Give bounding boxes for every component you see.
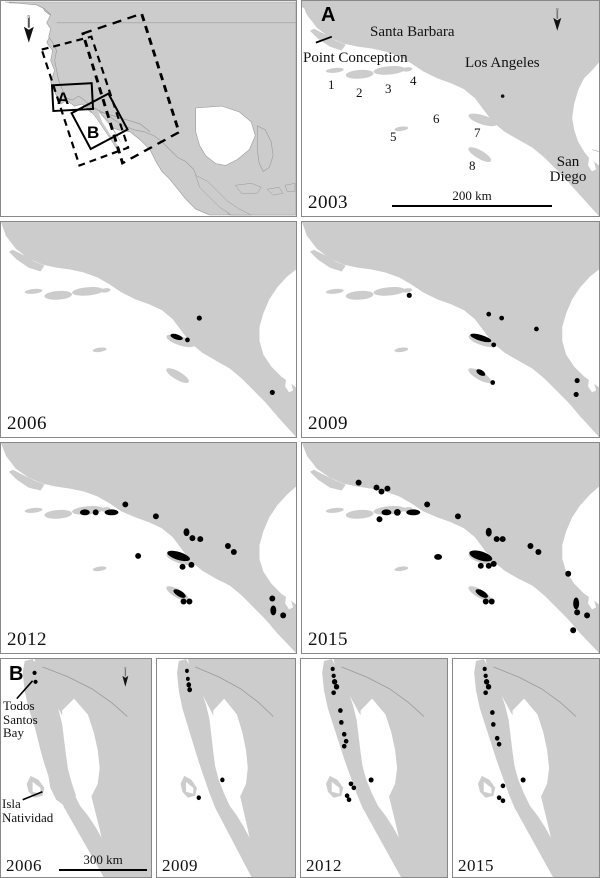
overview-map: N — [1, 1, 296, 216]
panel-2012: 2012 — [0, 442, 297, 654]
place-label-santa-barbara: Santa Barbara — [370, 24, 455, 40]
isla-natividad-line-2: Natividad — [2, 809, 54, 825]
overview-box-a-label: A — [57, 89, 70, 108]
todos-santos-line-1: Todos — [3, 698, 35, 713]
todos-santos-line-3: Bay — [3, 725, 24, 741]
panel-2015-map — [302, 443, 599, 653]
scale-bar-label: 200 km — [452, 188, 492, 203]
year-label-2009: 2009 — [308, 413, 348, 434]
panel-2009-map — [302, 222, 599, 437]
island-number-5: 5 — [390, 129, 397, 144]
panel-2006: 2006 — [0, 221, 297, 438]
panel-b-2012-map — [301, 659, 447, 877]
year-label-2012: 2012 — [7, 629, 47, 650]
panel-a-2003: N A Santa Barbara Point Conception Los A… — [301, 0, 600, 217]
panel-b-letter: B — [9, 663, 24, 685]
panel-2012-map — [1, 443, 296, 653]
overview-box-b-label: B — [87, 123, 100, 142]
panel-2015: 2015 — [301, 442, 600, 654]
place-label-todos-santos-bay: Todos Santos Bay — [3, 699, 38, 740]
panel-b-2009-map — [157, 659, 295, 877]
overview-panel: N A B — [0, 0, 297, 217]
panel-b-2006-map: N — [1, 659, 151, 877]
year-label-b-2015: 2015 — [458, 856, 494, 875]
scale-bar-300km-label: 300 km — [83, 852, 123, 867]
year-label-b-2006: 2006 — [6, 856, 42, 875]
year-label-2015: 2015 — [308, 629, 348, 650]
panel-b-2015-map — [453, 659, 599, 877]
place-label-point-conception: Point Conception — [303, 50, 408, 66]
todos-santos-line-2: Santos — [3, 711, 38, 727]
occurrence-points — [79, 501, 287, 619]
occurrence-points — [406, 292, 580, 397]
panel-2006-map — [1, 222, 296, 437]
panel-a-letter: A — [321, 4, 336, 26]
island-number-3: 3 — [385, 81, 392, 96]
scale-bar-300km-line — [59, 869, 147, 871]
island-number-7: 7 — [474, 125, 481, 140]
occurrence-points — [482, 666, 526, 804]
year-label-2003: 2003 — [308, 192, 348, 213]
svg-text:N: N — [124, 666, 127, 670]
occurrence-points — [330, 666, 374, 803]
year-label-2006: 2006 — [7, 413, 47, 434]
island-number-4: 4 — [410, 73, 417, 88]
isla-natividad-line-1: Isla — [2, 796, 21, 811]
occurrence-points — [170, 315, 275, 395]
scale-bar-line — [392, 205, 552, 207]
occurrence-points — [355, 479, 591, 634]
place-label-los-angeles: Los Angeles — [465, 55, 540, 71]
island-number-8: 8 — [469, 158, 476, 173]
island-number-1: 1 — [328, 77, 335, 92]
occurrence-points — [185, 668, 225, 801]
island-number-6: 6 — [433, 111, 440, 126]
panel-b-2009: 2009 — [156, 658, 296, 878]
place-label-san-diego: San Diego — [549, 154, 587, 186]
panel-b-2015: 2015 — [452, 658, 600, 878]
panel-2009: 2009 — [301, 221, 600, 438]
place-label-isla-natividad: Isla Natividad — [2, 797, 53, 824]
year-label-b-2009: 2009 — [162, 856, 198, 875]
svg-text:N: N — [27, 14, 30, 19]
year-label-b-2012: 2012 — [306, 856, 342, 875]
panel-b-2006: N B Todos Santos Bay Isla Natividad 300 … — [0, 658, 152, 878]
occurrence-points — [32, 670, 38, 684]
panel-a-map: N — [302, 1, 599, 216]
scale-bar-300km: 300 km — [59, 851, 147, 871]
panel-b-2012: 2012 — [300, 658, 448, 878]
svg-text:N: N — [556, 7, 559, 11]
scale-bar-200km: 200 km — [392, 187, 552, 207]
island-number-2: 2 — [356, 85, 363, 100]
